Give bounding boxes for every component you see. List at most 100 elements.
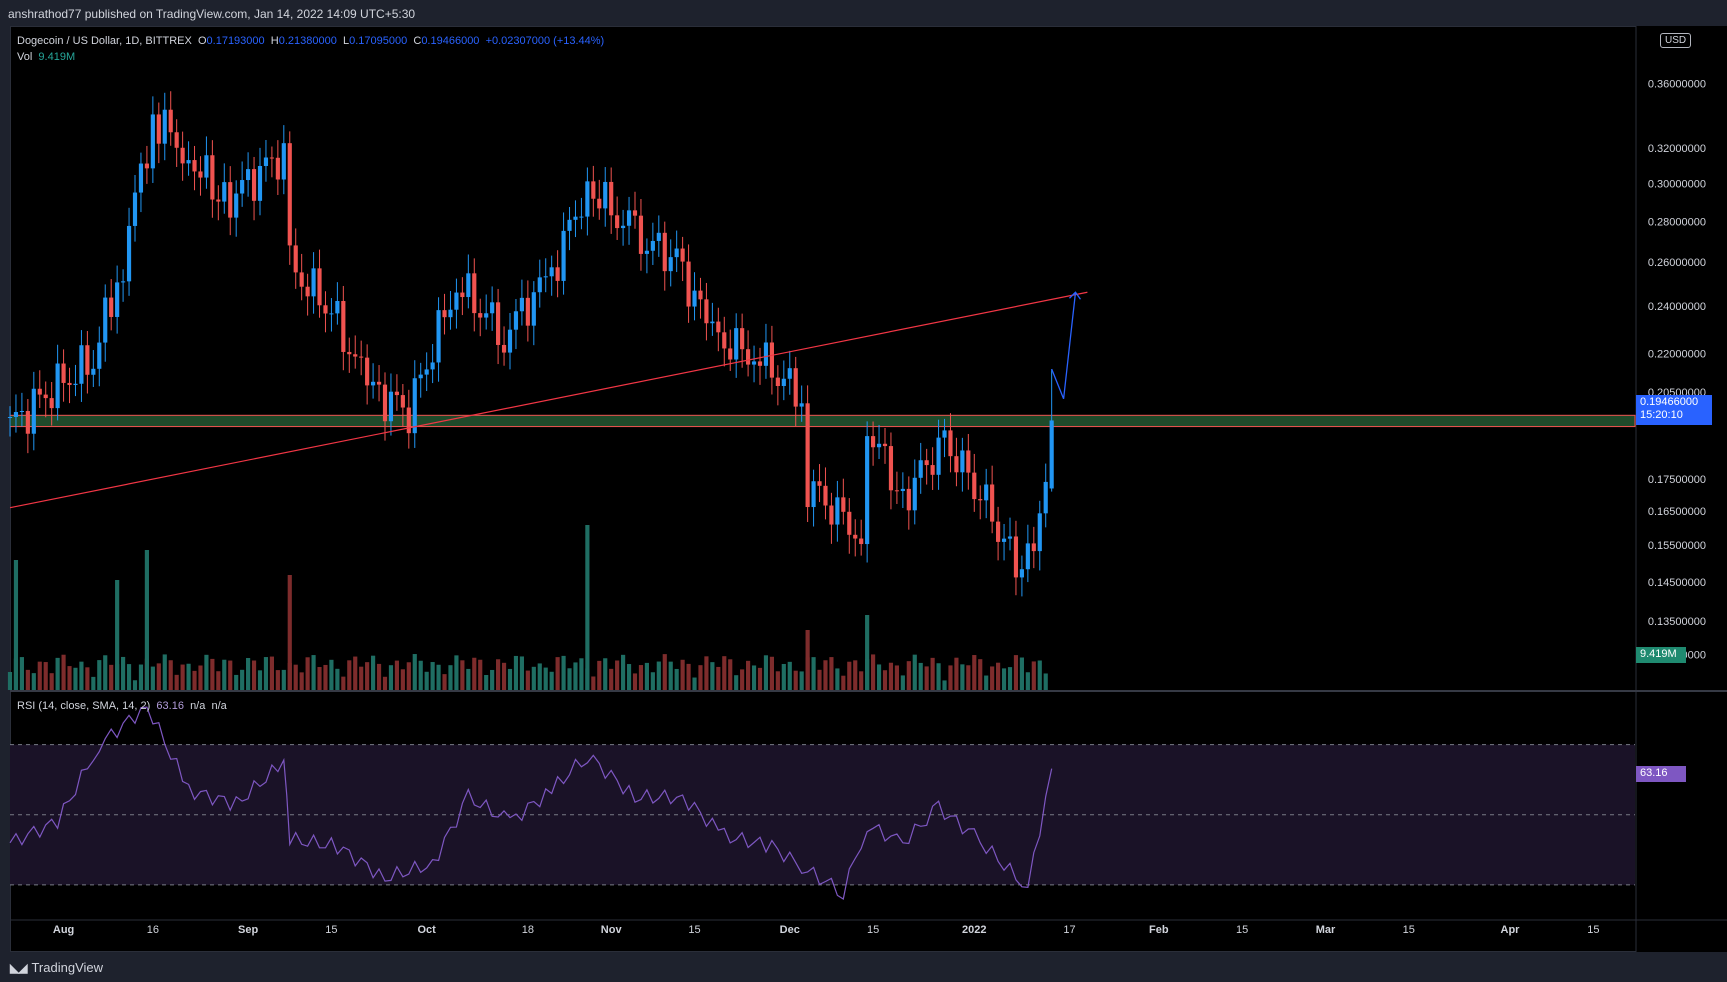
price-axis-label: 0.14500000	[1648, 577, 1706, 589]
volume-bar	[960, 664, 965, 690]
candle-body	[31, 388, 36, 434]
symbol-legend[interactable]: Dogecoin / US Dollar, 1D, BITTREX O0.171…	[17, 35, 604, 47]
candle-body	[25, 410, 30, 434]
candle-body	[406, 407, 411, 434]
candle-body	[460, 292, 465, 298]
candle-body	[930, 465, 935, 475]
candle-body	[365, 357, 370, 386]
rsi-value-tag: 63.16	[1636, 766, 1686, 782]
volume-bar	[448, 665, 453, 690]
support-resistance-zone	[9, 414, 1636, 428]
volume-bar	[466, 668, 471, 690]
tradingview-logo-icon: ◣◢	[10, 960, 27, 975]
candle-body	[240, 180, 245, 194]
time-axis-label: Dec	[780, 924, 800, 936]
price-axis-label: 0.22000000	[1648, 348, 1706, 360]
volume-bar	[990, 666, 995, 690]
candle-body	[382, 384, 388, 422]
volume-bar	[293, 664, 298, 690]
candle-body	[638, 215, 644, 254]
volume-bar	[906, 661, 911, 690]
volume-bar	[132, 680, 138, 690]
candle-body	[418, 374, 423, 379]
volume-bar	[954, 657, 959, 690]
candle-body	[1031, 543, 1036, 552]
volume-bar	[180, 664, 185, 690]
volume-bar	[329, 659, 334, 690]
volume-bar	[67, 666, 72, 690]
candle-body	[573, 216, 578, 220]
publish-header: anshrathod77 published on TradingView.co…	[0, 0, 1727, 26]
candle-body	[198, 171, 203, 178]
volume-bar	[936, 663, 941, 690]
volume-bar	[1013, 655, 1019, 690]
volume-bar	[567, 668, 572, 690]
currency-button[interactable]: USD	[1660, 33, 1692, 48]
candle-body	[448, 309, 453, 318]
time-axis-label: 15	[1403, 924, 1415, 936]
volume-bar	[91, 676, 96, 690]
candle-body	[912, 477, 917, 511]
volume-bar	[710, 662, 715, 690]
volume-bar	[543, 667, 548, 690]
volume-bar	[400, 669, 405, 690]
candle-body	[204, 155, 209, 178]
volume-bar	[192, 670, 197, 690]
time-axis-label: Aug	[53, 924, 74, 936]
volume-bar	[79, 661, 84, 690]
candle-body	[525, 297, 530, 326]
candle-body	[496, 302, 501, 345]
volume-bar	[305, 657, 310, 690]
candle-body	[454, 292, 459, 310]
candle-body	[626, 210, 632, 226]
chart-canvas[interactable]: 80.0070.0060.0050.0040.0030.00 0.3600000…	[0, 0, 1727, 952]
volume-legend[interactable]: Vol 9.419M	[17, 51, 75, 63]
candle-body	[692, 290, 697, 307]
volume-bar	[1007, 667, 1013, 690]
volume-bar	[972, 655, 977, 690]
volume-bar	[126, 664, 132, 690]
projection-path	[1051, 292, 1077, 400]
volume-bar	[853, 660, 858, 690]
rsi-label: RSI (14, close, SMA, 14, 2)	[17, 700, 151, 712]
candle-body	[210, 155, 215, 200]
published-line: anshrathod77 published on TradingView.co…	[8, 7, 416, 21]
volume-bar	[740, 669, 745, 690]
candle-body	[317, 268, 322, 306]
price-axis-label: 0.32000000	[1648, 143, 1706, 155]
candle-body	[115, 282, 120, 317]
volume-bar	[704, 656, 709, 690]
candle-body	[746, 349, 751, 365]
price-axis-label: 0.15500000	[1648, 540, 1706, 552]
volume-bar	[174, 674, 179, 690]
volume-bar	[478, 659, 483, 690]
candle-body	[591, 181, 596, 199]
volume-bar	[454, 655, 459, 690]
volume-peak-bar	[13, 560, 19, 690]
volume-peak-bar	[115, 580, 120, 690]
volume-bar	[1025, 672, 1030, 690]
volume-bar	[263, 657, 269, 690]
volume-bar	[359, 666, 364, 690]
volume-bar	[365, 662, 370, 690]
candle-body	[513, 311, 519, 330]
volume-bar	[1037, 660, 1042, 690]
candle-body	[871, 436, 876, 448]
volume-bar	[347, 660, 352, 690]
candle-body	[972, 472, 977, 500]
volume-bar	[37, 661, 42, 690]
time-axis-label: 15	[867, 924, 879, 936]
volume-bar	[769, 656, 774, 690]
candle-body	[299, 272, 304, 287]
candle-body	[329, 313, 334, 315]
last-candle-body	[1049, 420, 1054, 489]
projection-arrowhead	[1069, 291, 1082, 300]
rsi-legend[interactable]: RSI (14, close, SMA, 14, 2) 63.16 n/a n/…	[17, 700, 227, 712]
candle-body	[269, 157, 274, 159]
candle-body	[281, 143, 286, 180]
candle-body	[859, 538, 864, 545]
candle-body	[121, 281, 126, 283]
volume-bar	[436, 664, 441, 690]
volume-bar	[561, 655, 566, 690]
tradingview-logo[interactable]: ◣◢ TradingView	[10, 960, 103, 975]
